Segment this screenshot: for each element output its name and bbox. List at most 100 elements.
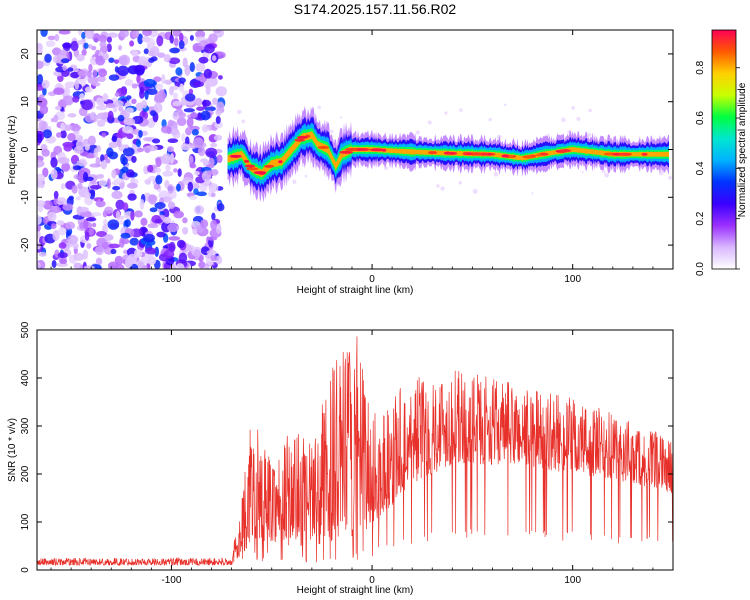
noise-blob [123, 249, 128, 255]
figure-title: S174.2025.157.11.56.R02 [294, 1, 457, 17]
noise-blob [71, 185, 78, 194]
noise-blob [87, 135, 96, 146]
snr-x-tick-label: 0 [369, 575, 375, 586]
noise-blob [37, 60, 44, 70]
noise-blob [150, 110, 157, 117]
noise-blob [124, 79, 134, 86]
noise-blob [105, 103, 117, 109]
noise-blob [124, 144, 129, 149]
noise-blob [208, 33, 218, 43]
colorbar-tick-label: 0.4 [695, 161, 706, 175]
noise-blob [178, 40, 185, 50]
noise-blob [213, 134, 223, 141]
noise-blob [96, 145, 102, 153]
snr-y-tick-label: 500 [20, 321, 31, 338]
ridge-hotspot [446, 151, 458, 155]
noise-blob [53, 114, 59, 123]
noise-blob [216, 101, 225, 111]
noise-blob [180, 143, 192, 151]
noise-blob [216, 154, 223, 164]
noise-blob [192, 81, 205, 88]
noise-blob [205, 84, 211, 96]
ridge-hotspot [263, 164, 275, 168]
noise-blob [83, 42, 89, 49]
noise-speck [440, 186, 445, 191]
noise-speck [301, 164, 305, 167]
spectrogram-x-label: Height of straight line (km) [297, 285, 414, 296]
noise-blob [192, 182, 200, 191]
ridge-hotspot [345, 148, 359, 151]
noise-blob [63, 143, 73, 152]
noise-blob [167, 138, 179, 144]
ridge-hotspot [536, 153, 541, 157]
noise-blob [54, 33, 60, 42]
noise-blob [61, 162, 71, 172]
noise-blob [208, 183, 219, 193]
noise-blob [194, 45, 205, 51]
noise-blob [141, 99, 148, 109]
noise-blob [87, 44, 93, 49]
spectrogram-ridge [227, 105, 669, 203]
noise-speck [601, 169, 606, 173]
noise-blob [72, 242, 79, 250]
noise-blob [172, 100, 182, 107]
noise-blob [207, 170, 214, 176]
noise-blob [168, 241, 176, 253]
noise-blob [179, 32, 184, 42]
noise-blob [130, 210, 135, 221]
noise-blob [188, 195, 198, 200]
noise-blob [176, 239, 186, 249]
noise-blob [37, 133, 43, 144]
noise-speck [427, 120, 432, 125]
noise-blob [193, 248, 201, 259]
noise-blob [83, 191, 91, 199]
noise-blob [79, 93, 85, 100]
spectrogram-heatmap [37, 30, 673, 269]
noise-blob [143, 78, 156, 88]
noise-blob [95, 230, 107, 238]
noise-blob [193, 171, 200, 176]
noise-blob [179, 83, 185, 93]
noise-speck [586, 132, 592, 138]
noise-blob [210, 219, 217, 231]
noise-blob [169, 47, 181, 54]
noise-blob [107, 219, 120, 230]
noise-blob [44, 53, 52, 63]
noise-blob [144, 247, 157, 255]
noise-blob [147, 223, 159, 229]
noise-blob [95, 55, 106, 66]
noise-blob [192, 137, 204, 149]
noise-blob [202, 126, 210, 131]
noise-blob [119, 30, 130, 38]
noise-blob [122, 202, 129, 211]
ridge-hotspot [522, 155, 536, 159]
noise-blob [92, 69, 98, 78]
snr-x-tick-label: 100 [564, 575, 581, 586]
noise-speck [576, 116, 581, 121]
noise-blob [178, 252, 188, 264]
noise-blob [154, 246, 159, 258]
noise-blob [100, 160, 107, 170]
noise-blob [84, 86, 93, 93]
noise-blob [108, 151, 119, 160]
noise-blob [165, 163, 171, 172]
noise-blob [107, 110, 114, 120]
noise-speck [503, 103, 507, 107]
colorbar-tick-label: 0.6 [695, 111, 706, 125]
noise-blob [131, 83, 138, 89]
noise-blob [63, 86, 71, 97]
spectrogram-y-tick-label: 20 [20, 48, 31, 60]
noise-blob [120, 153, 126, 165]
noise-blob [115, 210, 121, 221]
noise-speck [581, 171, 584, 174]
noise-blob [118, 106, 124, 112]
noise-blob [184, 93, 196, 102]
noise-blob [189, 162, 196, 168]
noise-blob [84, 176, 94, 182]
noise-blob [111, 190, 123, 200]
colorbar-tick-label: 0.2 [695, 211, 706, 225]
noise-blob [98, 34, 107, 44]
noise-blob [38, 251, 47, 257]
noise-speck [472, 188, 478, 194]
